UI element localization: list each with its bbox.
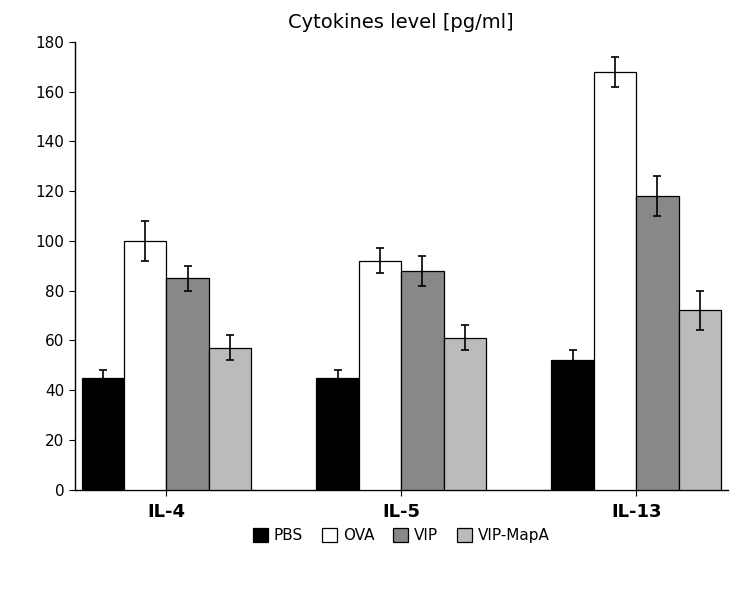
Bar: [551, 360, 594, 490]
Bar: [316, 377, 358, 490]
Bar: [358, 261, 401, 490]
Bar: [209, 347, 251, 490]
Bar: [166, 278, 208, 490]
Bar: [679, 310, 721, 490]
Bar: [82, 377, 124, 490]
Bar: [401, 270, 444, 490]
Bar: [594, 72, 636, 490]
Bar: [636, 196, 679, 490]
Bar: [444, 338, 486, 490]
Legend: PBS, OVA, VIP, VIP-MapA: PBS, OVA, VIP, VIP-MapA: [247, 522, 556, 549]
Title: Cytokines level [pg/ml]: Cytokines level [pg/ml]: [289, 13, 514, 32]
Bar: [124, 241, 166, 490]
